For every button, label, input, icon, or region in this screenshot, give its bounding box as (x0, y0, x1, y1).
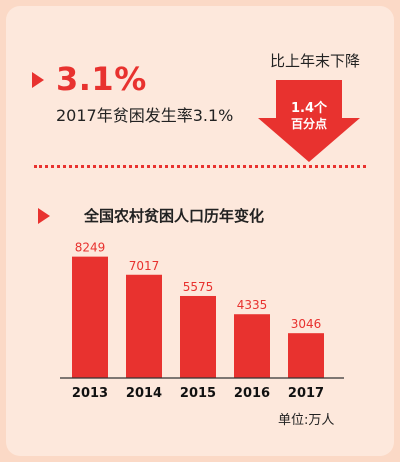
x-tick-2015: 2015 (180, 386, 216, 401)
decline-title: 比上年末下降 (269, 52, 360, 70)
x-tick-2016: 2016 (234, 386, 270, 401)
decline-amount: 1.4个 (290, 101, 328, 116)
down-arrow-icon (258, 80, 360, 162)
data-label-2016: 4335 (237, 298, 268, 312)
data-label-2017: 3046 (291, 317, 322, 331)
decline-unit: 百分点 (290, 117, 327, 131)
data-label-2014: 7017 (129, 259, 160, 273)
bar-2014 (126, 274, 162, 378)
section-divider (34, 165, 366, 168)
data-label-2015: 5575 (183, 280, 214, 294)
unit-label: 单位:万人 (278, 413, 335, 428)
x-tick-2014: 2014 (126, 386, 162, 401)
bullet-triangle-icon (32, 72, 44, 88)
chart-title: 全国农村贫困人口历年变化 (84, 207, 265, 225)
x-tick-2013: 2013 (72, 386, 108, 401)
poverty-rate-caption: 2017年贫困发生率3.1% (56, 106, 234, 125)
data-label-2013: 8249 (75, 241, 106, 255)
bar-2013 (72, 256, 108, 378)
bar-2015 (180, 295, 216, 378)
bar-2017 (288, 333, 324, 378)
bullet-triangle-icon (38, 208, 50, 224)
x-tick-2017: 2017 (288, 386, 324, 401)
bar-2016 (234, 314, 270, 378)
poverty-rate-value: 3.1% (56, 60, 147, 98)
